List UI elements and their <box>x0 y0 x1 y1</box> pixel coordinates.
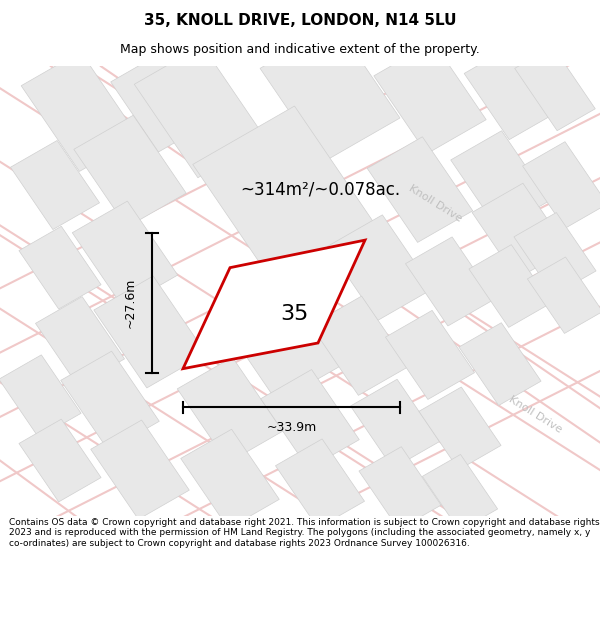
Text: 35, KNOLL DRIVE, LONDON, N14 5LU: 35, KNOLL DRIVE, LONDON, N14 5LU <box>144 13 456 28</box>
Polygon shape <box>459 322 541 406</box>
Polygon shape <box>21 52 139 171</box>
Polygon shape <box>451 131 549 230</box>
Polygon shape <box>10 141 100 229</box>
Polygon shape <box>111 52 209 152</box>
Polygon shape <box>350 379 440 468</box>
Text: Map shows position and indicative extent of the property.: Map shows position and indicative extent… <box>120 42 480 56</box>
Polygon shape <box>406 237 494 326</box>
Polygon shape <box>419 387 501 470</box>
Polygon shape <box>19 419 101 502</box>
Text: ~314m²/~0.078ac.: ~314m²/~0.078ac. <box>240 181 400 199</box>
Text: ~27.6m: ~27.6m <box>124 278 137 328</box>
Polygon shape <box>181 429 279 529</box>
Polygon shape <box>385 311 475 399</box>
Polygon shape <box>183 240 365 369</box>
Text: 35: 35 <box>280 304 308 324</box>
Polygon shape <box>260 24 400 162</box>
Polygon shape <box>514 213 596 295</box>
Polygon shape <box>359 447 441 529</box>
Polygon shape <box>422 454 497 531</box>
Polygon shape <box>275 439 365 528</box>
Polygon shape <box>0 355 81 437</box>
Polygon shape <box>523 142 600 228</box>
Text: Knoll Drive: Knoll Drive <box>407 183 463 224</box>
Polygon shape <box>219 280 341 402</box>
Polygon shape <box>327 215 433 321</box>
Text: Contains OS data © Crown copyright and database right 2021. This information is : Contains OS data © Crown copyright and d… <box>9 518 599 548</box>
Polygon shape <box>94 276 206 388</box>
Polygon shape <box>515 46 595 131</box>
Polygon shape <box>72 201 178 307</box>
Text: Knoll Drive: Knoll Drive <box>506 394 563 435</box>
Polygon shape <box>91 420 189 519</box>
Polygon shape <box>311 296 409 396</box>
Polygon shape <box>74 115 186 228</box>
Polygon shape <box>61 351 159 451</box>
Polygon shape <box>374 42 486 154</box>
Text: ~33.9m: ~33.9m <box>266 421 317 434</box>
Polygon shape <box>527 257 600 333</box>
Polygon shape <box>261 369 359 469</box>
Polygon shape <box>472 183 568 279</box>
Polygon shape <box>469 244 551 328</box>
Polygon shape <box>177 357 283 463</box>
Polygon shape <box>367 137 473 242</box>
Polygon shape <box>19 226 101 309</box>
Polygon shape <box>464 47 556 139</box>
Polygon shape <box>35 297 125 386</box>
Polygon shape <box>193 106 387 301</box>
Polygon shape <box>134 46 266 177</box>
